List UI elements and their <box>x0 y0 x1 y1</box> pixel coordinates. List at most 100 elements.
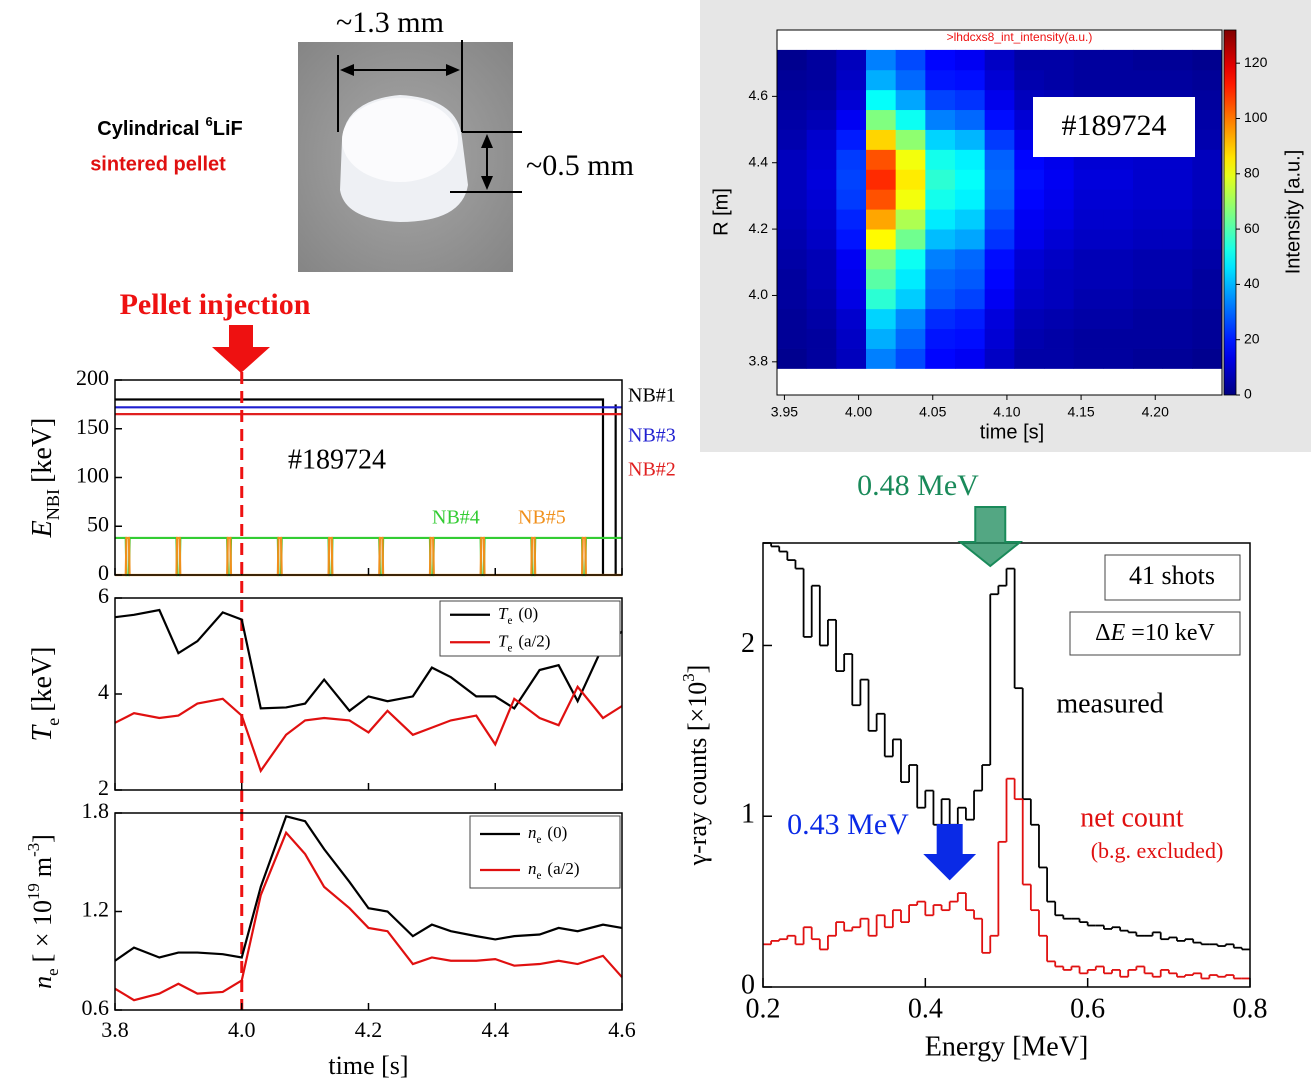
arrow-label: 0.48 MeV <box>857 469 979 502</box>
y-tick-label: 200 <box>76 365 109 390</box>
heatmap-cell <box>1073 288 1104 310</box>
heatmap-cell <box>895 169 926 190</box>
heatmap-cell <box>895 249 926 270</box>
heatmap-cell <box>836 288 867 310</box>
heatmap-cell <box>955 149 986 170</box>
heatmap-cell <box>1103 268 1134 290</box>
heatmap-cell <box>925 328 956 349</box>
caption-line-1-part: 6 <box>206 114 213 129</box>
heatmap-cell <box>777 89 808 111</box>
heatmap-cell <box>1044 268 1075 290</box>
heatmap: >lhdcxs8_int_intensity(a.u.)3.95 4.00 4.05… <box>710 29 1304 443</box>
colorbar-tick-label: 100 <box>1244 109 1268 125</box>
series-label: measured <box>1056 688 1163 719</box>
heatmap-cell <box>1133 328 1164 349</box>
colorbar-label: Intensity [a.u.] <box>1282 150 1304 275</box>
heatmap-cell <box>895 229 926 250</box>
y-axis-label: R [m] <box>710 188 732 236</box>
heatmap-cell <box>895 328 926 349</box>
x-axis-label: time [s] <box>980 421 1044 443</box>
note-box <box>1104 554 1241 601</box>
heatmap-cell <box>984 49 1015 71</box>
y-axis-label-part: e <box>43 718 63 726</box>
heatmap-cell <box>1192 149 1223 170</box>
heatmap-cell <box>806 49 837 71</box>
heatmap-cell <box>866 69 897 91</box>
time-panel: 0.61.21.83.8 4.0 4.2 4.4 4.6ne[ × 1019m-3]ti… <box>24 798 635 1080</box>
heatmap-cell <box>955 249 986 270</box>
heatmap-cell <box>1073 189 1104 210</box>
heatmap-cell <box>1133 308 1164 330</box>
heatmap-cell <box>1044 49 1075 71</box>
heatmap-cell <box>777 209 808 230</box>
heatmap-cell <box>1162 348 1193 369</box>
heatmap-cell <box>836 348 867 369</box>
time-panel: 0 50 100 150 200 ENBI [keV] NB#1 NB#3 NB#2 NB#4 NB#… <box>27 365 675 585</box>
legend-label-part: (a/2) <box>518 631 550 650</box>
heatmap-cell <box>1192 288 1223 310</box>
y-axis-label-part: ] <box>683 665 712 674</box>
legend-label: Te (0) <box>498 604 538 627</box>
heatmap-cell <box>1192 328 1223 349</box>
series-note: (b.g. excluded) <box>1091 838 1224 863</box>
y-tick-label: 2 <box>98 775 109 800</box>
heatmap-cell <box>777 129 808 150</box>
x-tick-label: 4.0 <box>228 1017 256 1042</box>
legend-label: ne (0) <box>528 823 567 846</box>
heatmap-cell <box>895 69 926 91</box>
heatmap-cell <box>806 328 837 349</box>
heatmap-cell <box>925 249 956 270</box>
heatmap-cell <box>895 49 926 71</box>
heatmap-cell <box>1014 169 1045 190</box>
y-axis-label-part: n <box>28 976 57 989</box>
heatmap-cell <box>955 348 986 369</box>
heatmap-cell <box>836 149 867 170</box>
heatmap-cell <box>1014 69 1045 91</box>
heatmap-cell <box>925 109 956 130</box>
note-part: =10 keV <box>1131 620 1215 646</box>
dimension-lines <box>337 40 522 193</box>
annotation-box <box>1033 97 1195 157</box>
series-line <box>114 814 623 962</box>
heatmap-cell <box>955 189 986 210</box>
caption-line-1-part: Cylindrical <box>97 118 199 140</box>
series-line <box>114 684 623 774</box>
heatmap-title: >lhdcxs8_int_intensity(a.u.) <box>947 30 1093 44</box>
note-part: Δ <box>1095 620 1110 646</box>
series-label: NB#2 <box>628 459 676 481</box>
caption-line-2: sintered pellet <box>90 153 226 175</box>
heatmap-cell <box>1192 209 1223 230</box>
heatmap-cell <box>984 249 1015 270</box>
legend-label-part: e <box>507 614 512 626</box>
y-axis-label-part: m <box>28 857 57 877</box>
heatmap-cell <box>1162 249 1193 270</box>
x-tick-label: 4.15 <box>1067 404 1094 420</box>
heatmap-cell <box>866 328 897 349</box>
heatmap-cell <box>955 328 986 349</box>
heatmap-cell <box>955 109 986 130</box>
heatmap-cell <box>1044 288 1075 310</box>
heatmap-cell <box>806 249 837 270</box>
legend-label-part: n <box>528 823 537 842</box>
y-tick-label: 50 <box>87 511 109 536</box>
note-box <box>1069 611 1241 656</box>
plot-frame <box>776 29 1223 396</box>
heatmap-cell <box>955 288 986 310</box>
heatmap-cell <box>836 189 867 210</box>
spectrum: 0.2 0.4 0.6 0.8 0 1 2 Energy [MeV] γ-ray counts … <box>679 469 1267 1063</box>
heatmap-cell <box>1133 249 1164 270</box>
heatmap-cell <box>984 209 1015 230</box>
heatmap-cell <box>866 149 897 170</box>
heatmap-cell <box>866 49 897 71</box>
heatmap-cell <box>1133 49 1164 71</box>
heatmap-cell <box>925 49 956 71</box>
heatmap-cell <box>1192 348 1223 369</box>
heatmap-cell <box>1073 169 1104 190</box>
heatmap-cell <box>1162 268 1193 290</box>
heatmap-cell <box>806 69 837 91</box>
heatmap-cell <box>1103 308 1134 330</box>
heatmap-cell <box>1192 49 1223 71</box>
heatmap-cell <box>984 189 1015 210</box>
heatmap-cell <box>1014 249 1045 270</box>
y-axis-label-part: NBI <box>43 489 63 520</box>
